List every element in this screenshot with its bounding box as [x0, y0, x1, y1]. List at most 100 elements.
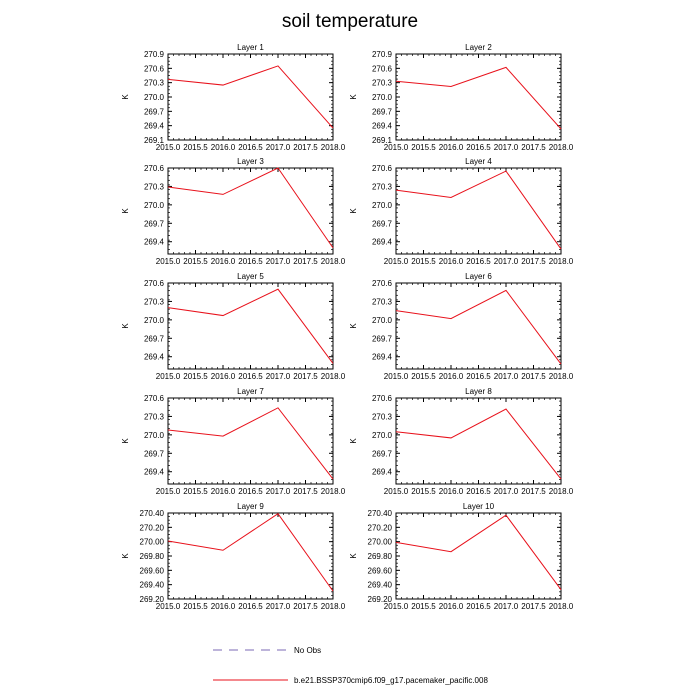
x-tick-label: 2018.0 — [549, 143, 574, 152]
y-tick-label: 270.0 — [144, 201, 165, 210]
y-axis-label: K — [121, 208, 130, 214]
y-tick-label: 269.4 — [372, 353, 393, 362]
x-tick-label: 2017.5 — [293, 143, 318, 152]
panel-title: Layer 10 — [463, 502, 495, 511]
x-tick-label: 2017.5 — [293, 257, 318, 266]
x-tick-label: 2018.0 — [321, 143, 346, 152]
x-tick-label: 2015.5 — [411, 257, 436, 266]
y-tick-label: 269.7 — [144, 219, 165, 228]
y-tick-label: 270.6 — [144, 164, 165, 173]
panel-title: Layer 7 — [237, 387, 264, 396]
y-tick-label: 269.4 — [372, 468, 393, 477]
y-tick-label: 269.7 — [372, 334, 393, 343]
y-tick-label: 269.4 — [144, 353, 165, 362]
y-tick-label: 269.40 — [368, 581, 393, 590]
y-axis-label: K — [349, 553, 358, 559]
series-line — [395, 170, 562, 250]
x-tick-label: 2018.0 — [549, 487, 574, 496]
y-tick-label: 270.6 — [144, 64, 165, 73]
x-tick-label: 2015.0 — [156, 487, 181, 496]
x-tick-label: 2017.0 — [494, 487, 519, 496]
legend-label-no-obs: No Obs — [294, 646, 321, 655]
y-tick-label: 269.40 — [140, 581, 165, 590]
y-axis-label: K — [349, 323, 358, 329]
x-tick-label: 2015.5 — [183, 372, 208, 381]
x-tick-label: 2015.5 — [411, 143, 436, 152]
x-tick-label: 2017.5 — [521, 257, 546, 266]
panel-title: Layer 8 — [465, 387, 492, 396]
x-tick-label: 2016.0 — [439, 602, 464, 611]
x-tick-label: 2018.0 — [549, 257, 574, 266]
x-tick-label: 2017.0 — [494, 602, 519, 611]
x-tick-label: 2015.0 — [156, 143, 181, 152]
x-tick-label: 2016.0 — [211, 257, 236, 266]
series-line — [395, 66, 562, 130]
x-tick-label: 2017.5 — [521, 487, 546, 496]
x-tick-label: 2015.5 — [411, 372, 436, 381]
x-tick-label: 2016.0 — [439, 487, 464, 496]
x-tick-label: 2015.0 — [156, 372, 181, 381]
y-tick-label: 270.00 — [140, 538, 165, 547]
x-tick-label: 2016.5 — [466, 257, 491, 266]
legend: No Obs b.e21.BSSP370cmip6.f09_g17.pacema… — [213, 646, 488, 685]
x-tick-label: 2016.5 — [238, 143, 263, 152]
y-axis-label: K — [349, 438, 358, 444]
x-tick-label: 2016.0 — [439, 372, 464, 381]
y-tick-label: 270.40 — [368, 509, 393, 518]
x-tick-label: 2018.0 — [549, 602, 574, 611]
y-tick-label: 270.3 — [144, 412, 165, 421]
x-tick-label: 2017.0 — [494, 372, 519, 381]
y-tick-label: 270.3 — [372, 412, 393, 421]
panel-title: Layer 9 — [237, 502, 264, 511]
x-tick-label: 2017.0 — [266, 372, 291, 381]
x-tick-label: 2016.0 — [211, 143, 236, 152]
x-tick-label: 2015.5 — [183, 143, 208, 152]
x-tick-label: 2016.5 — [466, 143, 491, 152]
series-line — [395, 289, 562, 365]
figure-title: soil temperature — [282, 11, 418, 32]
y-tick-label: 270.6 — [144, 394, 165, 403]
legend-label-model-run: b.e21.BSSP370cmip6.f09_g17.pacemaker_pac… — [294, 676, 488, 685]
y-tick-label: 270.9 — [144, 50, 165, 59]
x-tick-label: 2017.0 — [266, 257, 291, 266]
y-tick-label: 270.6 — [372, 279, 393, 288]
series-line — [395, 408, 562, 480]
x-tick-label: 2016.0 — [211, 487, 236, 496]
y-tick-label: 269.7 — [372, 449, 393, 458]
x-tick-label: 2015.0 — [384, 487, 409, 496]
y-axis-label: K — [121, 438, 130, 444]
y-tick-label: 269.4 — [372, 238, 393, 247]
y-tick-label: 269.1 — [372, 136, 393, 145]
y-tick-label: 270.0 — [144, 93, 165, 102]
x-tick-label: 2016.0 — [439, 143, 464, 152]
x-tick-label: 2016.5 — [466, 487, 491, 496]
panel-title: Layer 2 — [465, 43, 492, 52]
y-axis-label: K — [349, 208, 358, 214]
series-line — [167, 407, 334, 480]
x-tick-label: 2017.5 — [293, 602, 318, 611]
y-tick-label: 270.00 — [368, 538, 393, 547]
series-line — [167, 167, 334, 249]
y-tick-label: 270.40 — [140, 509, 165, 518]
y-tick-label: 269.4 — [144, 468, 165, 477]
x-tick-label: 2015.5 — [411, 602, 436, 611]
x-tick-label: 2018.0 — [321, 372, 346, 381]
x-tick-label: 2016.5 — [466, 372, 491, 381]
y-tick-label: 270.6 — [372, 164, 393, 173]
y-tick-label: 269.80 — [140, 552, 165, 561]
x-tick-label: 2017.0 — [266, 487, 291, 496]
panel-title: Layer 4 — [465, 157, 492, 166]
y-tick-label: 270.0 — [372, 316, 393, 325]
x-tick-label: 2015.5 — [183, 257, 208, 266]
y-tick-label: 270.6 — [372, 394, 393, 403]
x-tick-label: 2017.0 — [266, 143, 291, 152]
x-tick-label: 2018.0 — [549, 372, 574, 381]
y-tick-label: 270.0 — [372, 201, 393, 210]
